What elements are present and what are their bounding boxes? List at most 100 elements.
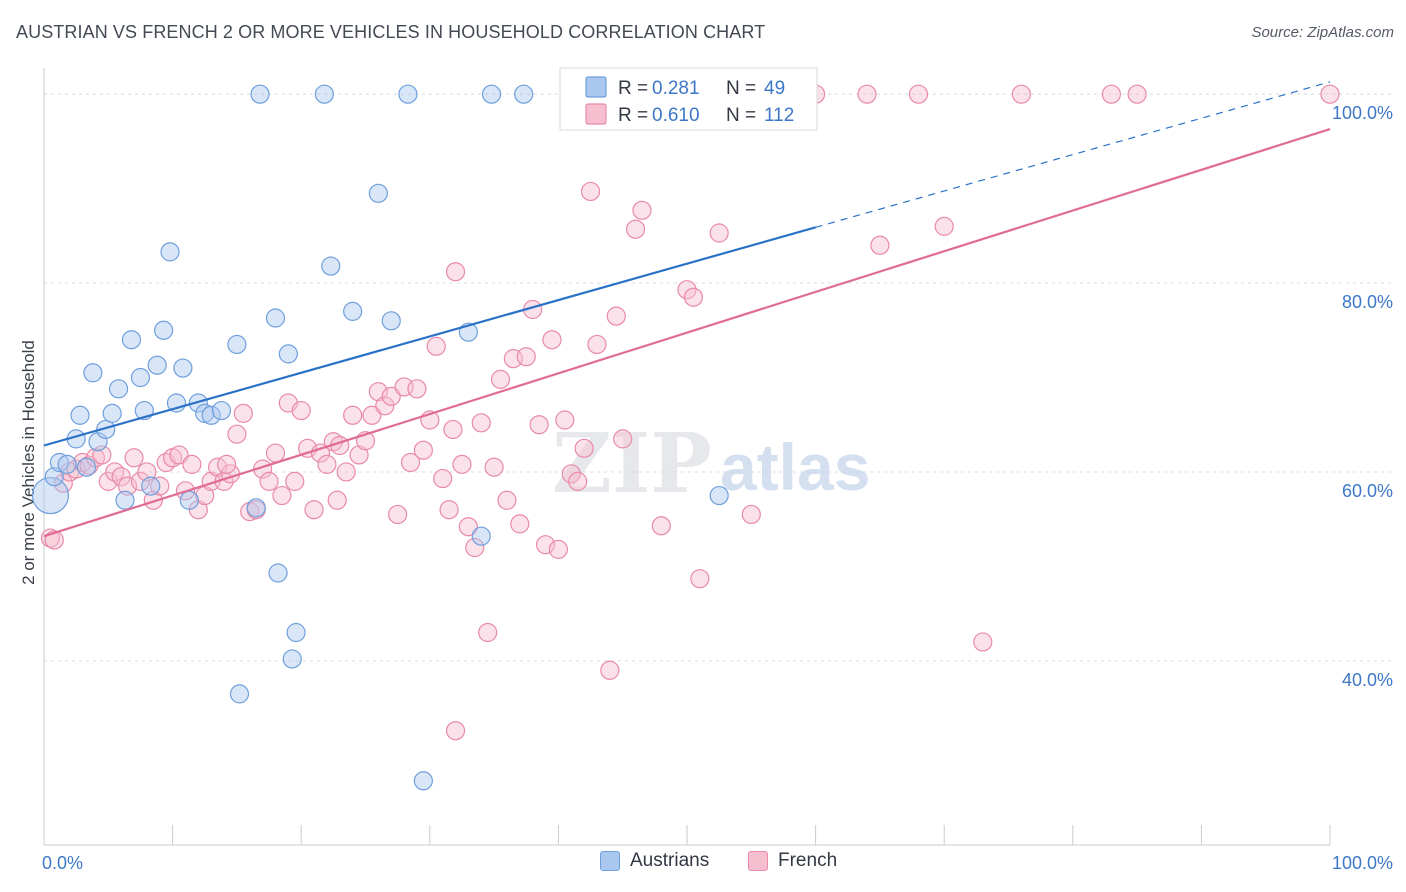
source-label: Source: ZipAtlas.com	[1251, 24, 1394, 41]
austrians-point	[153, 320, 174, 340]
austrians-trend-extension	[815, 81, 1331, 228]
austrians-point	[141, 476, 161, 496]
austrians-point	[709, 485, 729, 506]
french-point	[182, 454, 202, 474]
french-point	[426, 336, 446, 356]
french-point	[690, 569, 710, 589]
french-point	[651, 516, 671, 536]
y-axis-label: 2 or more Vehicles in Household	[19, 340, 38, 585]
french-point	[529, 415, 549, 435]
french-point	[677, 280, 697, 300]
french-point	[934, 216, 954, 236]
french-point	[327, 490, 347, 510]
french-trend-line	[43, 128, 1331, 538]
stats-n-label: N =	[726, 105, 756, 126]
austrians-point	[471, 526, 491, 546]
french-point	[973, 632, 993, 652]
french-point	[381, 386, 401, 406]
french-point	[574, 438, 594, 458]
french-point	[857, 84, 877, 104]
french-point	[683, 287, 704, 307]
stats-r-value: 0.281	[652, 78, 700, 99]
french-point	[439, 500, 459, 520]
austrians-point	[268, 563, 288, 583]
french-point	[195, 485, 215, 506]
french-point	[349, 445, 369, 465]
french-point	[443, 419, 463, 440]
austrians-point	[83, 363, 103, 383]
y-tick-label: 80.0%	[1342, 292, 1393, 312]
french-point	[117, 476, 138, 496]
french-point	[143, 490, 163, 510]
watermark-atlas: atlas	[720, 430, 870, 504]
stats-r-value: 0.610	[652, 105, 700, 126]
french-point	[613, 429, 633, 449]
stats-swatch-austrians	[585, 76, 607, 98]
y-tick-label: 60.0%	[1342, 481, 1393, 501]
stats-n-value: 112	[764, 105, 794, 126]
austrians-point	[121, 330, 142, 350]
x-tick-label: 100.0%	[1332, 853, 1393, 873]
austrians-point	[173, 358, 193, 378]
french-point	[217, 454, 237, 474]
french-point	[388, 504, 408, 525]
french-point	[259, 471, 279, 491]
austrians-point	[76, 457, 97, 477]
austrians-point	[49, 452, 70, 473]
french-point	[535, 535, 556, 555]
austrians-point	[201, 405, 221, 425]
austrians-point	[88, 432, 108, 452]
legend-item-french[interactable]: French	[748, 850, 837, 872]
french-point	[130, 471, 151, 491]
austrians-point	[282, 649, 302, 669]
bottom-legend: Austrians French	[0, 850, 1406, 880]
austrians-point	[160, 242, 180, 262]
french-point	[490, 369, 511, 389]
french-point	[445, 262, 466, 282]
legend-label-french: French	[778, 850, 838, 871]
french-point	[471, 413, 491, 433]
austrians-point	[286, 622, 306, 643]
french-point	[317, 454, 337, 474]
stats-swatch-french	[585, 103, 607, 125]
austrians-point	[57, 454, 77, 474]
stats-r-label: R =	[618, 78, 648, 99]
french-point	[336, 462, 356, 482]
french-point	[908, 84, 929, 104]
french-point	[452, 454, 472, 474]
french-point	[137, 462, 157, 482]
french-point	[227, 424, 247, 444]
french-point	[1101, 84, 1121, 104]
y-tick-label: 100.0%	[1332, 103, 1393, 123]
french-point	[98, 471, 118, 491]
french-point	[285, 471, 305, 491]
french-point	[400, 452, 421, 473]
austrians-point	[179, 490, 199, 510]
french-point	[1127, 84, 1147, 104]
austrians-point	[227, 334, 247, 355]
austrians-point	[147, 355, 167, 375]
legend-item-austrians[interactable]: Austrians	[600, 850, 709, 872]
french-point	[368, 382, 388, 402]
austrians-point	[314, 84, 334, 104]
austrians-point	[381, 311, 401, 331]
french-point	[445, 721, 466, 741]
french-point	[870, 235, 890, 255]
french-point	[555, 410, 575, 430]
austrians-point	[343, 301, 363, 321]
french-point	[298, 438, 318, 458]
french-point	[510, 514, 530, 534]
french-point	[478, 622, 498, 643]
french-point	[625, 219, 646, 239]
french-point	[265, 443, 286, 463]
austrians-point	[130, 367, 151, 388]
austrians-point	[514, 84, 534, 104]
french-point	[169, 445, 189, 465]
french-point	[310, 443, 331, 463]
legend-swatch-french	[748, 851, 768, 871]
watermark-zip: ZIP	[552, 416, 712, 512]
austrians-point	[481, 84, 502, 104]
french-point	[343, 405, 363, 425]
french-point	[542, 330, 562, 350]
